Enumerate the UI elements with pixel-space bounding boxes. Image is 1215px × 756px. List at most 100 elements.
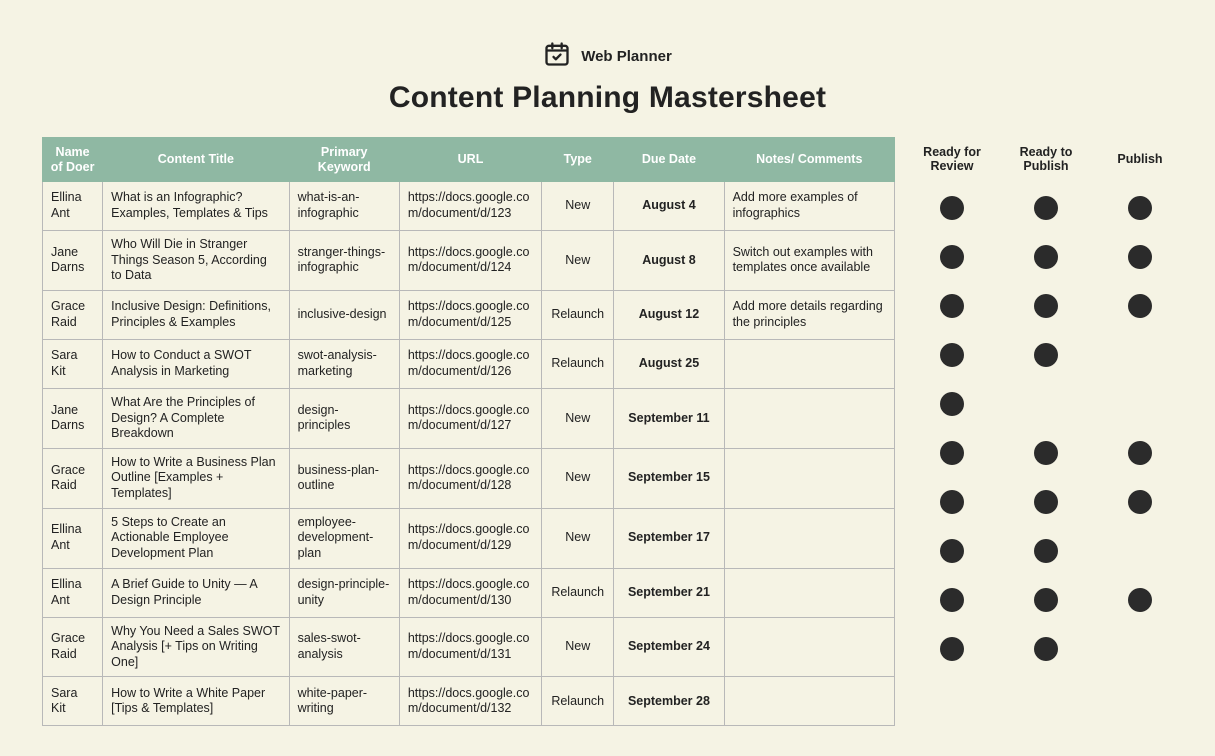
page-title: Content Planning Mastersheet: [42, 81, 1173, 115]
status-slot: [940, 281, 964, 330]
cell-notes: [724, 508, 894, 568]
col-header-type: Type: [542, 138, 614, 182]
status-header-publish: Publish: [1117, 137, 1162, 181]
status-dot-publish-ready[interactable]: [1034, 441, 1058, 465]
status-dot-publish-ready[interactable]: [1034, 490, 1058, 514]
status-slot: [1034, 428, 1058, 477]
status-slot: [1128, 624, 1152, 673]
status-dot-publish-ready[interactable]: [1034, 637, 1058, 661]
cell-url: https://docs.google.com/document/d/123: [399, 182, 541, 231]
status-slot: [1034, 281, 1058, 330]
cell-url: https://docs.google.com/document/d/132: [399, 677, 541, 726]
status-slot: [940, 183, 964, 232]
cell-doer: Grace Raid: [43, 617, 103, 677]
status-slot: [940, 232, 964, 281]
cell-due: August 12: [614, 290, 724, 339]
status-dot-publish[interactable]: [1128, 490, 1152, 514]
content-table: Name of Doer Content Title Primary Keywo…: [42, 137, 895, 726]
status-col-review: Ready for Review: [919, 137, 985, 673]
status-slot: [1128, 379, 1152, 428]
cell-title: How to Write a White Paper [Tips & Templ…: [103, 677, 289, 726]
cell-url: https://docs.google.com/document/d/130: [399, 568, 541, 617]
cell-due: August 4: [614, 182, 724, 231]
status-dot-review[interactable]: [940, 196, 964, 220]
status-dot-review[interactable]: [940, 490, 964, 514]
cell-title: How to Conduct a SWOT Analysis in Market…: [103, 339, 289, 388]
status-slot: [1034, 624, 1058, 673]
status-dot-publish[interactable]: [1128, 196, 1152, 220]
cell-title: A Brief Guide to Unity — A Design Princi…: [103, 568, 289, 617]
status-dot-publish[interactable]: [1128, 294, 1152, 318]
status-slot: [1128, 526, 1152, 575]
status-header-review: Ready for Review: [919, 137, 985, 181]
status-dot-publish[interactable]: [1128, 441, 1152, 465]
cell-url: https://docs.google.com/document/d/124: [399, 231, 541, 291]
status-dot-review[interactable]: [940, 245, 964, 269]
status-dot-publish-ready[interactable]: [1034, 245, 1058, 269]
table-row: Jane DarnsWho Will Die in Stranger Thing…: [43, 231, 895, 291]
col-header-title: Content Title: [103, 138, 289, 182]
page: Web Planner Content Planning Mastersheet…: [0, 0, 1215, 756]
cell-keyword: employee-development-plan: [289, 508, 399, 568]
cell-title: Inclusive Design: Definitions, Principle…: [103, 290, 289, 339]
brand-name: Web Planner: [581, 48, 672, 65]
cell-keyword: business-plan-outline: [289, 448, 399, 508]
status-dot-review[interactable]: [940, 539, 964, 563]
cell-url: https://docs.google.com/document/d/128: [399, 448, 541, 508]
status-dot-review[interactable]: [940, 343, 964, 367]
col-header-notes: Notes/ Comments: [724, 138, 894, 182]
status-slot: [1034, 232, 1058, 281]
status-slot: [1034, 477, 1058, 526]
col-header-keyword: Primary Keyword: [289, 138, 399, 182]
status-dot-review[interactable]: [940, 441, 964, 465]
status-dot-publish-ready[interactable]: [1034, 294, 1058, 318]
cell-url: https://docs.google.com/document/d/126: [399, 339, 541, 388]
status-dot-publish[interactable]: [1128, 245, 1152, 269]
cell-title: What Are the Principles of Design? A Com…: [103, 388, 289, 448]
cell-notes: [724, 617, 894, 677]
cell-title: Who Will Die in Stranger Things Season 5…: [103, 231, 289, 291]
table-row: Grace RaidWhy You Need a Sales SWOT Anal…: [43, 617, 895, 677]
cell-keyword: design-principle-unity: [289, 568, 399, 617]
status-slot: [940, 379, 964, 428]
cell-notes: [724, 677, 894, 726]
table-row: Grace RaidHow to Write a Business Plan O…: [43, 448, 895, 508]
cell-keyword: inclusive-design: [289, 290, 399, 339]
cell-doer: Jane Darns: [43, 388, 103, 448]
status-dot-review[interactable]: [940, 392, 964, 416]
status-slot: [940, 624, 964, 673]
status-dot-publish-ready[interactable]: [1034, 588, 1058, 612]
status-dot-review[interactable]: [940, 637, 964, 661]
table-row: Ellina Ant5 Steps to Create an Actionabl…: [43, 508, 895, 568]
status-dot-publish[interactable]: [1128, 588, 1152, 612]
cell-title: Why You Need a Sales SWOT Analysis [+ Ti…: [103, 617, 289, 677]
table-row: Sara KitHow to Write a White Paper [Tips…: [43, 677, 895, 726]
status-dot-publish-ready[interactable]: [1034, 539, 1058, 563]
status-dot-review[interactable]: [940, 588, 964, 612]
col-header-doer: Name of Doer: [43, 138, 103, 182]
cell-doer: Ellina Ant: [43, 182, 103, 231]
status-slot: [1034, 575, 1058, 624]
table-row: Ellina AntA Brief Guide to Unity — A Des…: [43, 568, 895, 617]
status-slot: [1034, 526, 1058, 575]
calendar-check-icon: [543, 40, 571, 73]
status-dot-publish-ready[interactable]: [1034, 196, 1058, 220]
status-slot: [940, 330, 964, 379]
cell-notes: Add more details regarding the principle…: [724, 290, 894, 339]
status-slot: [1034, 379, 1058, 428]
status-dot-review[interactable]: [940, 294, 964, 318]
cell-keyword: white-paper-writing: [289, 677, 399, 726]
status-slot: [1128, 428, 1152, 477]
cell-doer: Jane Darns: [43, 231, 103, 291]
cell-notes: [724, 339, 894, 388]
cell-type: Relaunch: [542, 290, 614, 339]
cell-notes: Add more examples of infographics: [724, 182, 894, 231]
table-header-row: Name of Doer Content Title Primary Keywo…: [43, 138, 895, 182]
cell-due: September 24: [614, 617, 724, 677]
status-dot-publish-ready[interactable]: [1034, 343, 1058, 367]
cell-url: https://docs.google.com/document/d/129: [399, 508, 541, 568]
status-slot: [1128, 281, 1152, 330]
cell-doer: Grace Raid: [43, 448, 103, 508]
status-slot: [940, 477, 964, 526]
cell-keyword: design-principles: [289, 388, 399, 448]
